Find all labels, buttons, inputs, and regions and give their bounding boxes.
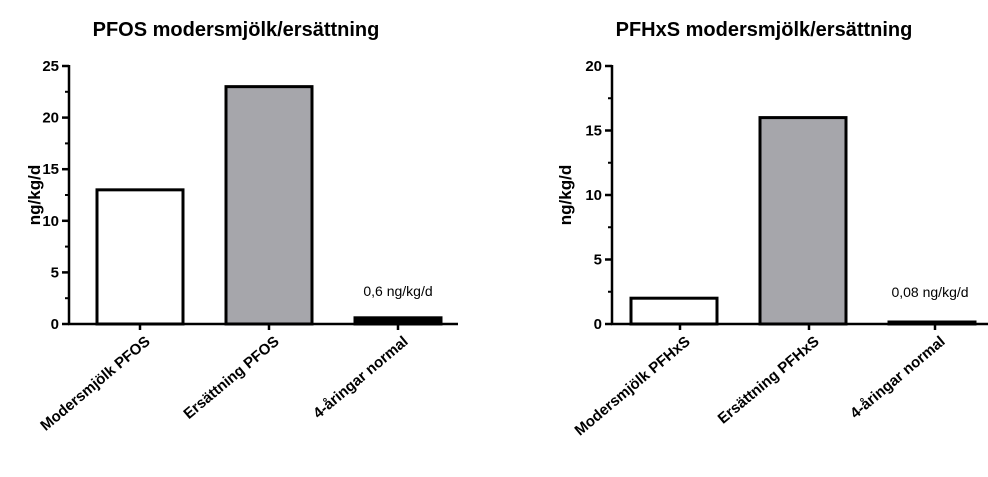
chart-title: PFOS modersmjölk/ersättning xyxy=(93,19,380,41)
y-tick-label: 10 xyxy=(42,213,59,230)
chart-title: PFHxS modersmjölk/ersättning xyxy=(616,19,913,41)
data-annotation: 0,6 ng/kg/d xyxy=(363,283,432,299)
y-tick-label: 5 xyxy=(594,252,602,269)
bar-1 xyxy=(629,296,719,326)
bar-2 xyxy=(224,85,314,326)
x-tick-label: Modersmjölk PFOS xyxy=(37,333,153,434)
x-tick-label: 4-åringar normal xyxy=(847,333,949,422)
y-tick-label: 20 xyxy=(585,58,602,75)
y-tick-label: 15 xyxy=(585,123,602,140)
y-tick-label: 0 xyxy=(594,316,602,333)
bar-1 xyxy=(95,188,185,326)
y-axis-label: ng/kg/d xyxy=(556,165,575,225)
bar-2 xyxy=(758,116,848,326)
x-tick-label: Ersättning PFOS xyxy=(180,333,282,423)
y-tick-label: 20 xyxy=(42,110,59,127)
y-tick-label: 15 xyxy=(42,161,59,178)
x-tick-label: Modersmjölk PFHxS xyxy=(572,333,694,439)
y-axis-label: ng/kg/d xyxy=(25,165,44,225)
y-tick-label: 10 xyxy=(585,187,602,204)
y-tick-label: 5 xyxy=(51,264,59,281)
data-annotation: 0,08 ng/kg/d xyxy=(891,284,968,300)
x-tick-label: 4-åringar normal xyxy=(310,333,412,422)
y-tick-label: 0 xyxy=(51,316,59,333)
y-tick-label: 25 xyxy=(42,58,59,75)
chart-panel-1: PFOS modersmjölk/ersättning ng/kg/d 0 5 10 15… xyxy=(25,19,458,434)
x-tick-label: Ersättning PFHxS xyxy=(715,333,823,427)
chart-panel-2: PFHxS modersmjölk/ersättning ng/kg/d 0 5 10 1… xyxy=(556,19,988,439)
